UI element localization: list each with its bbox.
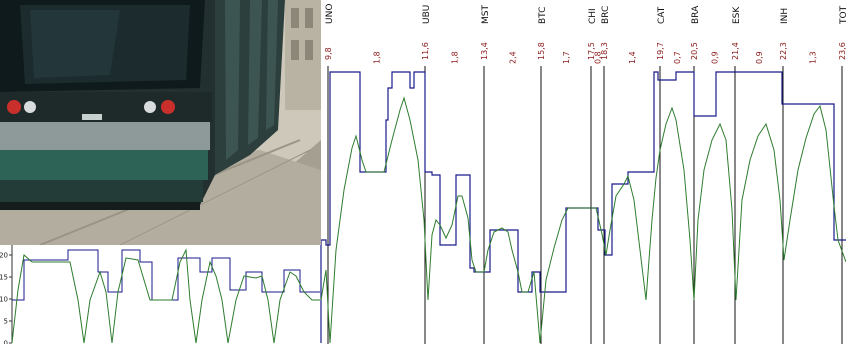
stop-km-label: 23,6 bbox=[838, 42, 846, 60]
y-tick-label: 0 bbox=[4, 340, 8, 344]
segment-distance-label: 1,3 bbox=[809, 51, 818, 64]
stop-km-label: 13,4 bbox=[480, 42, 489, 60]
stop-code-label: MST bbox=[481, 5, 491, 24]
segment-distance-label: 0,9 bbox=[711, 51, 720, 64]
y-tick-label: 5 bbox=[4, 318, 8, 326]
stop-km-label: 21,4 bbox=[731, 42, 740, 60]
stop-code-label: INH bbox=[780, 8, 790, 24]
stop-code-label: CHI bbox=[588, 8, 598, 24]
speed-limit-series bbox=[320, 71, 846, 343]
tram-photo bbox=[0, 0, 321, 245]
stop-km-label: 18,3 bbox=[600, 42, 609, 60]
y-tick-label: 20 bbox=[0, 252, 8, 260]
stop-code-label: BRA bbox=[691, 5, 701, 24]
run-speed-line bbox=[320, 96, 846, 344]
left-speed-line bbox=[11, 248, 320, 344]
stop-code-label: TOT bbox=[839, 5, 846, 25]
segment-distance-label: 0,7 bbox=[673, 51, 682, 64]
stop-km-label: 9,8 bbox=[324, 47, 333, 60]
stop-km-label: 17,5 bbox=[587, 42, 596, 60]
segment-distance-label: 1,8 bbox=[451, 51, 460, 64]
segment-distance-label: 0,9 bbox=[755, 51, 764, 64]
segment-distance-label: 1,7 bbox=[562, 51, 571, 64]
stop-code-label: BRC bbox=[601, 6, 611, 24]
stop-code-label: UNO bbox=[325, 4, 335, 24]
segment-distance-label: 0,8 bbox=[594, 51, 603, 64]
segment-distance-label: 1,4 bbox=[628, 51, 637, 64]
stop-code-label: BTC bbox=[538, 7, 548, 24]
segment-distance-label: 2,4 bbox=[509, 51, 518, 64]
stop-km-label: 20,5 bbox=[690, 42, 699, 60]
stop-code-label: ESK bbox=[732, 6, 742, 24]
speed-limit-line bbox=[320, 71, 846, 343]
segment-distance-label: 1,8 bbox=[373, 51, 382, 64]
y-tick-label: 10 bbox=[0, 296, 8, 304]
run-speed-series bbox=[320, 96, 846, 344]
stop-code-label: CAT bbox=[657, 6, 667, 24]
stop-labels: UNO 9,8 UBU 11,6 MST 13,4 BTC 15,8 CHI 17,5 BRC 18,… bbox=[324, 4, 846, 64]
stop-code-label: UBU bbox=[422, 5, 432, 24]
stop-km-label: 11,6 bbox=[421, 42, 430, 60]
stop-dividers bbox=[327, 66, 843, 344]
stop-km-label: 22,3 bbox=[779, 42, 788, 60]
y-tick-label: 15 bbox=[0, 274, 8, 282]
y-axis: 0510152025 bbox=[0, 230, 13, 344]
stop-km-label: 19,7 bbox=[656, 42, 665, 60]
left-limit-line bbox=[12, 249, 320, 301]
stop-km-label: 15,8 bbox=[537, 42, 546, 60]
left-series-area bbox=[11, 248, 320, 344]
